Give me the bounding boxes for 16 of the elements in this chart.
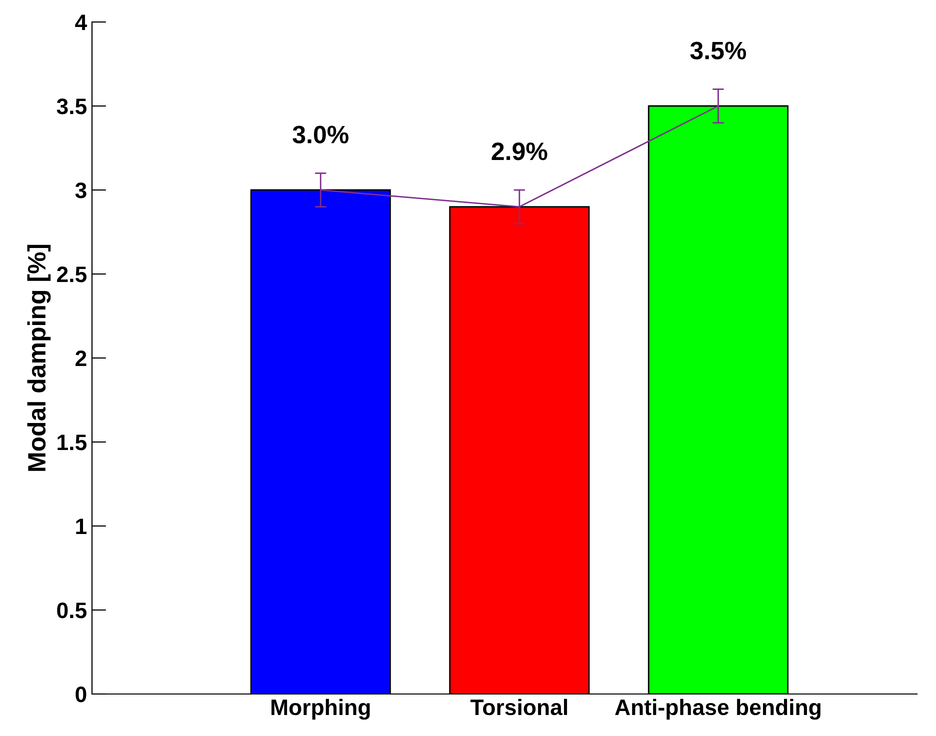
y-tick-label: 0.5: [57, 602, 87, 618]
x-tick-label: Morphing: [272, 698, 370, 720]
y-tick-label: 1: [76, 518, 87, 534]
y-tick-label: 1.5: [58, 434, 87, 450]
x-tick-label: Anti-phase bending: [615, 698, 820, 720]
y-tick-label: 3.5: [56, 98, 87, 114]
y-tick-label: 4: [75, 14, 88, 30]
x-tick-label: Torsional: [470, 698, 568, 716]
y-tick-label: 3: [75, 182, 86, 198]
data-label: 3.5%: [690, 42, 746, 60]
y-tick-label: 2.5: [57, 266, 87, 282]
y-axis-title: Modal damping [%]: [27, 244, 51, 471]
data-label: 3.0%: [292, 126, 348, 144]
y-tick-label: 0: [76, 686, 86, 702]
y-tick-label: 2: [76, 350, 86, 366]
data-label: 2.9%: [492, 142, 548, 160]
